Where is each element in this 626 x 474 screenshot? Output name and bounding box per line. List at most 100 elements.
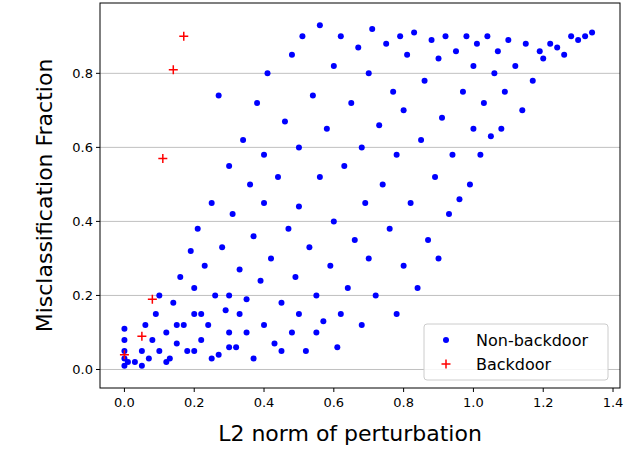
point [303, 348, 309, 354]
point [216, 93, 222, 99]
x-tick [613, 388, 614, 392]
point [401, 107, 407, 113]
grid-line [100, 221, 620, 222]
point [188, 248, 194, 254]
point [179, 32, 188, 41]
point [394, 311, 400, 317]
point [582, 33, 588, 39]
point [156, 292, 162, 298]
point [237, 311, 243, 317]
point [327, 263, 333, 269]
point [226, 292, 232, 298]
point [355, 44, 361, 50]
axes: 0.00.20.40.60.81.01.21.40.00.20.40.60.8 [72, 66, 623, 410]
point [589, 30, 595, 36]
point [121, 326, 127, 332]
point [456, 196, 462, 202]
point [432, 174, 438, 180]
legend-marker [442, 360, 451, 369]
x-tick-label: 0.2 [184, 395, 205, 410]
point [226, 344, 232, 350]
point [418, 137, 424, 143]
y-tick-label: 0.0 [72, 362, 93, 377]
point [495, 48, 501, 54]
point [247, 181, 253, 187]
point [453, 48, 459, 54]
point [505, 37, 511, 43]
point [271, 341, 277, 347]
x-tick [543, 388, 544, 392]
point [320, 318, 326, 324]
point [383, 41, 389, 47]
legend-box [424, 324, 608, 380]
point [341, 163, 347, 169]
point [352, 237, 358, 243]
point [373, 292, 379, 298]
legend-marker [443, 337, 449, 343]
y-tick-label: 0.4 [72, 214, 93, 229]
y-tick-label: 0.6 [72, 140, 93, 155]
point [324, 126, 330, 132]
point [491, 70, 497, 76]
point [575, 37, 581, 43]
point [317, 22, 323, 28]
point [268, 255, 274, 261]
point [561, 52, 567, 58]
point [258, 278, 264, 284]
point [547, 41, 553, 47]
point [338, 33, 344, 39]
point [481, 100, 487, 106]
point [310, 93, 316, 99]
chart-svg: 0.00.20.40.60.81.01.21.40.00.20.40.60.8L… [0, 0, 626, 474]
legend: Non-backdoorBackdoor [424, 324, 608, 380]
point [436, 255, 442, 261]
point [163, 329, 169, 335]
y-tick [96, 369, 100, 370]
point [137, 332, 146, 341]
point [156, 348, 162, 354]
point [244, 329, 250, 335]
point [212, 292, 218, 298]
grid-line [100, 295, 620, 296]
point [191, 285, 197, 291]
point [425, 237, 431, 243]
point [289, 52, 295, 58]
point [537, 48, 543, 54]
point [285, 226, 291, 232]
point [148, 295, 157, 304]
point [244, 296, 250, 302]
point [139, 363, 145, 369]
point [223, 307, 229, 313]
legend-label: Non-backdoor [476, 331, 588, 350]
point [261, 322, 267, 328]
point [422, 78, 428, 84]
point [401, 263, 407, 269]
point [568, 33, 574, 39]
point [121, 337, 127, 343]
point [331, 63, 337, 69]
x-tick-label: 1.0 [463, 395, 484, 410]
point [251, 355, 257, 361]
point [292, 274, 298, 280]
x-tick-label: 0.8 [393, 395, 414, 410]
point [369, 26, 375, 32]
point [230, 211, 236, 217]
point [519, 107, 525, 113]
point [191, 311, 197, 317]
point [394, 152, 400, 158]
x-tick [403, 388, 404, 392]
point [366, 70, 372, 76]
point [219, 244, 225, 250]
point [408, 200, 414, 206]
point [366, 255, 372, 261]
point [484, 33, 490, 39]
y-tick [96, 295, 100, 296]
point [530, 78, 536, 84]
point [331, 218, 337, 224]
point [125, 359, 131, 365]
chart-container: 0.00.20.40.60.81.01.21.40.00.20.40.60.8L… [0, 0, 626, 474]
point [184, 348, 190, 354]
point [313, 329, 319, 335]
point [436, 56, 442, 62]
point [195, 226, 201, 232]
